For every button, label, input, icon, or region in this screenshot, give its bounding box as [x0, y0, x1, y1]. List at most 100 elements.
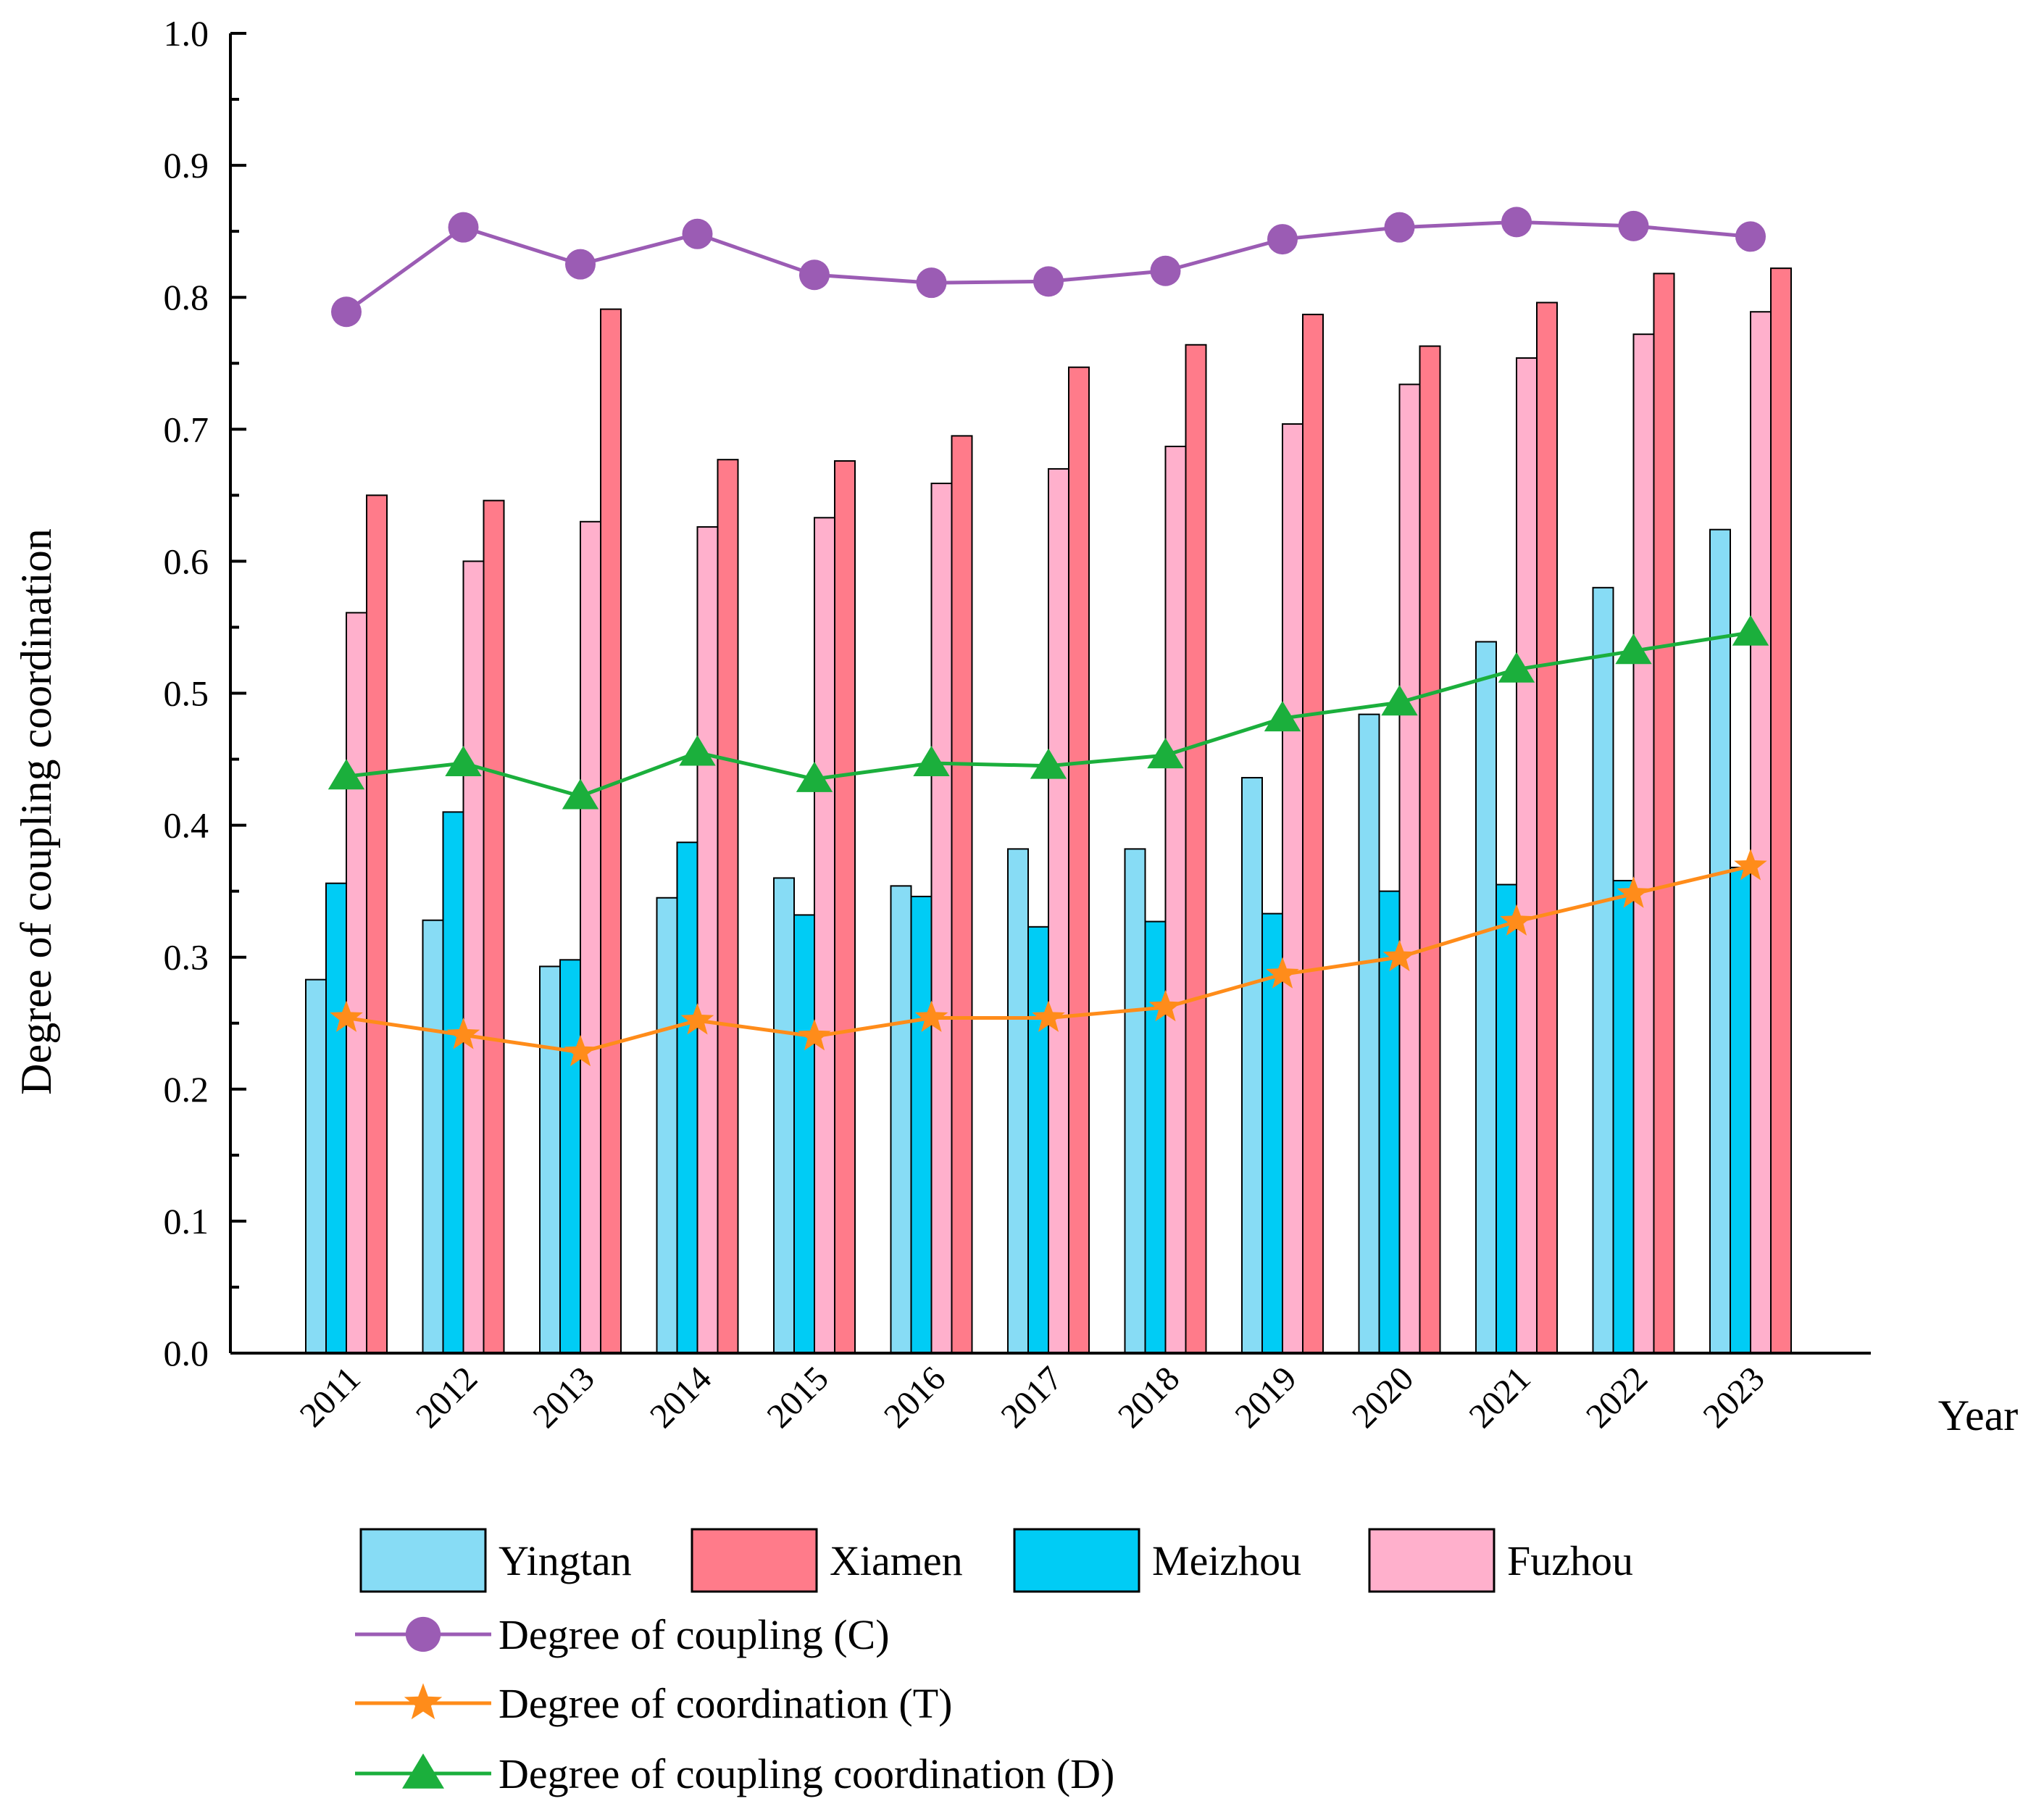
- legend-label-fuzhou: Fuzhou: [1507, 1537, 1633, 1584]
- marker-series-2-2017: [1032, 1000, 1065, 1032]
- bar-meizhou-2012: [442, 811, 464, 1354]
- bar-xiamen-2016: [951, 435, 973, 1354]
- y-tick-label: 0.0: [164, 1333, 209, 1373]
- marker-series-3-2015: [796, 761, 833, 792]
- legend-marker-3: [402, 1753, 444, 1789]
- bar-xiamen-2014: [717, 459, 739, 1354]
- bar-xiamen-2022: [1653, 273, 1675, 1354]
- bar-fuzhou-2014: [696, 526, 719, 1355]
- legend-swatch-xiamen: [691, 1528, 818, 1593]
- legend-marker-2: [404, 1683, 443, 1720]
- x-tick-label-2016: 2016: [877, 1359, 953, 1435]
- bar-meizhou-2013: [559, 959, 581, 1355]
- bar-yingtan-2018: [1124, 848, 1146, 1355]
- bar-fuzhou-2012: [462, 560, 485, 1354]
- x-tick-label-2018: 2018: [1111, 1359, 1187, 1435]
- marker-series-2-2013: [564, 1034, 597, 1067]
- bar-fuzhou-2021: [1516, 357, 1538, 1355]
- bar-xiamen-2017: [1068, 366, 1090, 1354]
- bar-fuzhou-2011: [346, 612, 367, 1354]
- bar-yingtan-2015: [773, 877, 795, 1354]
- marker-series-1-2017: [1033, 266, 1064, 297]
- bar-xiamen-2023: [1770, 267, 1792, 1355]
- marker-series-1-2020: [1384, 212, 1415, 243]
- marker-series-3-2020: [1381, 685, 1418, 716]
- bar-fuzhou-2018: [1164, 445, 1187, 1354]
- bar-xiamen-2018: [1185, 344, 1207, 1355]
- x-tick-label-2012: 2012: [409, 1359, 485, 1435]
- x-tick-label-2014: 2014: [643, 1359, 719, 1435]
- y-tick-label: 0.8: [164, 277, 209, 317]
- legend-swatch-meizhou: [1013, 1528, 1140, 1593]
- marker-series-3-2013: [562, 778, 599, 810]
- marker-series-3-2018: [1147, 738, 1184, 769]
- marker-series-1-2015: [799, 259, 830, 291]
- marker-series-1-2022: [1618, 210, 1649, 241]
- legend-label-meizhou: Meizhou: [1152, 1537, 1301, 1584]
- marker-series-2-2012: [446, 1018, 480, 1049]
- bar-yingtan-2023: [1709, 528, 1731, 1354]
- marker-series-3-2023: [1732, 615, 1769, 646]
- legend-label-xiamen: Xiamen: [830, 1537, 963, 1584]
- marker-series-3-2016: [913, 746, 950, 777]
- marker-series-2-2022: [1617, 876, 1651, 908]
- marker-series-3-2012: [445, 746, 482, 777]
- bar-xiamen-2012: [483, 499, 505, 1354]
- y-tick-label: 0.5: [164, 673, 209, 714]
- legend-label-yingtan: Yingtan: [499, 1537, 632, 1584]
- bar-fuzhou-2015: [814, 517, 835, 1354]
- bar-fuzhou-2022: [1632, 333, 1655, 1354]
- bar-xiamen-2020: [1419, 345, 1441, 1354]
- x-tick-label-2019: 2019: [1227, 1359, 1303, 1435]
- marker-series-1-2019: [1267, 224, 1298, 255]
- bar-fuzhou-2023: [1750, 311, 1772, 1355]
- marker-series-2-2014: [680, 1003, 714, 1035]
- bar-xiamen-2021: [1536, 302, 1558, 1354]
- marker-series-3-2014: [679, 735, 716, 766]
- bar-fuzhou-2020: [1398, 383, 1421, 1354]
- marker-series-3-2022: [1615, 633, 1652, 665]
- marker-series-1-2012: [448, 212, 479, 243]
- marker-series-2-2018: [1148, 989, 1182, 1022]
- bar-xiamen-2015: [834, 460, 856, 1354]
- legend-swatch-yingtan: [359, 1528, 487, 1593]
- marker-series-3-2019: [1264, 701, 1301, 732]
- bar-meizhou-2022: [1612, 880, 1635, 1355]
- y-tick-label: 0.1: [164, 1201, 209, 1242]
- x-tick-label-2022: 2022: [1579, 1359, 1655, 1435]
- bar-yingtan-2022: [1592, 586, 1614, 1355]
- bar-meizhou-2021: [1496, 883, 1517, 1355]
- marker-series-3-2017: [1030, 748, 1067, 779]
- bar-meizhou-2019: [1261, 912, 1283, 1355]
- legend: Yingtan Xiamen Meizhou Fuzhou Degree of coup…: [355, 1528, 1633, 1797]
- marker-series-2-2015: [798, 1019, 831, 1051]
- marker-series-3-2011: [328, 759, 365, 790]
- y-tick-label: 0.7: [164, 409, 209, 449]
- marker-series-1-2018: [1150, 255, 1181, 286]
- marker-series-3-2021: [1498, 652, 1535, 683]
- bar-meizhou-2018: [1144, 920, 1167, 1354]
- bar-fuzhou-2019: [1282, 423, 1303, 1354]
- marker-series-1-2014: [682, 218, 713, 249]
- bar-yingtan-2014: [656, 897, 678, 1354]
- bar-meizhou-2015: [793, 914, 815, 1354]
- y-tick-label: 0.9: [164, 145, 209, 186]
- bar-xiamen-2019: [1302, 313, 1324, 1354]
- bar-xiamen-2011: [366, 494, 388, 1354]
- y-tick-label: 0.3: [164, 937, 209, 978]
- bar-fuzhou-2016: [930, 482, 953, 1354]
- bar-xiamen-2013: [600, 308, 622, 1354]
- bar-yingtan-2016: [890, 885, 912, 1354]
- y-axis-label: Degree of coupling coordination: [12, 528, 60, 1094]
- x-tick-label-2021: 2021: [1461, 1359, 1538, 1435]
- bar-yingtan-2013: [539, 965, 561, 1354]
- marker-series-1-2023: [1735, 221, 1766, 252]
- bar-fuzhou-2017: [1048, 467, 1069, 1354]
- marker-series-1-2013: [565, 249, 596, 280]
- bar-yingtan-2017: [1007, 848, 1029, 1355]
- marker-series-1-2011: [331, 296, 362, 328]
- lines-layer: [328, 207, 1769, 1067]
- bar-yingtan-2020: [1358, 713, 1380, 1354]
- x-tick-label-2023: 2023: [1695, 1359, 1772, 1435]
- bar-meizhou-2016: [910, 895, 933, 1354]
